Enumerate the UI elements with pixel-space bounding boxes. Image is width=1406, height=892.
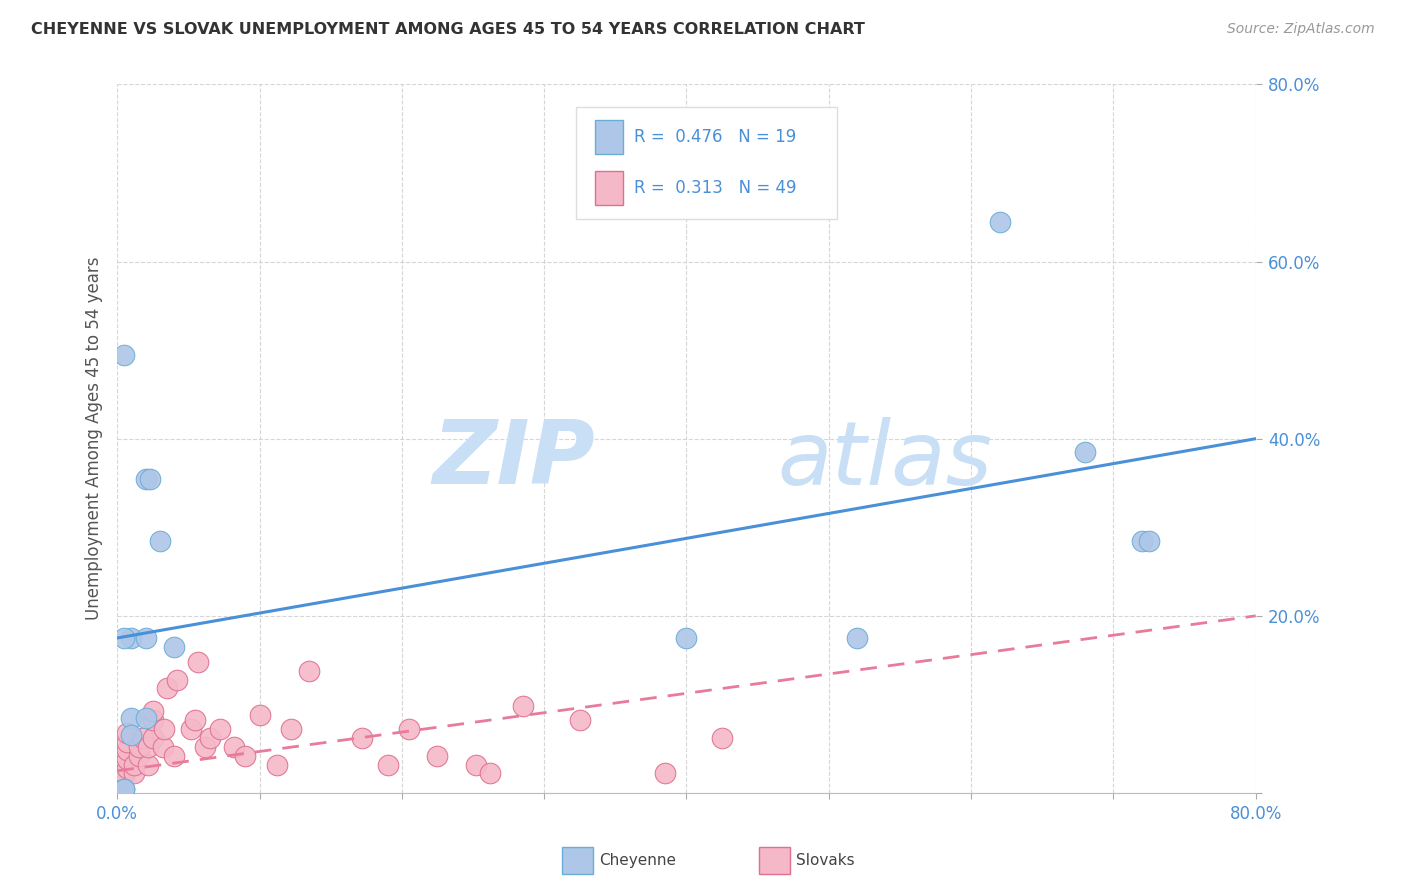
Point	[249, 708, 271, 723]
Point	[568, 714, 591, 728]
Text: CHEYENNE VS SLOVAK UNEMPLOYMENT AMONG AGES 45 TO 54 YEARS CORRELATION CHART: CHEYENNE VS SLOVAK UNEMPLOYMENT AMONG AG…	[31, 22, 865, 37]
Point	[115, 734, 138, 748]
Point	[105, 784, 128, 798]
Point	[142, 714, 165, 728]
Point	[112, 781, 135, 796]
Point	[266, 757, 288, 772]
Point	[166, 673, 188, 687]
Point	[132, 731, 155, 745]
Y-axis label: Unemployment Among Ages 45 to 54 years: Unemployment Among Ages 45 to 54 years	[86, 257, 103, 621]
Point	[1074, 445, 1097, 459]
Point	[138, 739, 160, 754]
Point	[115, 761, 138, 775]
Point	[479, 766, 502, 780]
Point	[184, 714, 207, 728]
Point	[350, 731, 373, 745]
Point	[135, 631, 157, 645]
Point	[711, 731, 734, 745]
Point	[139, 472, 162, 486]
Point	[110, 777, 132, 791]
Text: Slovaks: Slovaks	[796, 854, 855, 868]
Point	[398, 723, 420, 737]
Point	[105, 781, 128, 796]
Text: R =  0.476   N = 19: R = 0.476 N = 19	[634, 128, 796, 146]
Text: Cheyenne: Cheyenne	[599, 854, 676, 868]
Point	[105, 784, 128, 798]
Point	[156, 681, 179, 696]
Point	[180, 723, 202, 737]
Point	[128, 739, 150, 754]
Point	[233, 748, 256, 763]
Point	[115, 752, 138, 766]
Point	[675, 631, 697, 645]
Point	[135, 711, 157, 725]
Point	[187, 655, 209, 669]
Point	[112, 631, 135, 645]
Point	[512, 699, 534, 714]
Text: Source: ZipAtlas.com: Source: ZipAtlas.com	[1227, 22, 1375, 37]
Point	[846, 631, 869, 645]
Point	[654, 766, 676, 780]
Point	[377, 757, 399, 772]
Point	[115, 725, 138, 739]
Point	[115, 743, 138, 757]
Point	[120, 711, 142, 725]
Point	[122, 766, 145, 780]
Point	[153, 723, 176, 737]
Point	[128, 748, 150, 763]
Point	[120, 728, 142, 742]
Point	[163, 748, 186, 763]
Point	[163, 640, 186, 654]
Point	[426, 748, 449, 763]
Point	[988, 215, 1011, 229]
Point	[152, 739, 174, 754]
Point	[464, 757, 486, 772]
Point	[1137, 533, 1160, 548]
Point	[208, 723, 231, 737]
Point	[298, 664, 321, 678]
Point	[112, 766, 135, 780]
Point	[1130, 533, 1153, 548]
Text: atlas: atlas	[778, 417, 993, 503]
Text: R =  0.313   N = 49: R = 0.313 N = 49	[634, 179, 797, 197]
Point	[138, 757, 160, 772]
Point	[110, 775, 132, 789]
Point	[280, 723, 302, 737]
Point	[222, 739, 245, 754]
Point	[149, 533, 172, 548]
Point	[112, 348, 135, 362]
Point	[135, 472, 157, 486]
Point	[120, 631, 142, 645]
Point	[122, 757, 145, 772]
Text: ZIP: ZIP	[433, 417, 595, 503]
Point	[112, 770, 135, 784]
Point	[142, 731, 165, 745]
Point	[112, 781, 135, 796]
Point	[194, 739, 217, 754]
Point	[142, 705, 165, 719]
Point	[198, 731, 221, 745]
